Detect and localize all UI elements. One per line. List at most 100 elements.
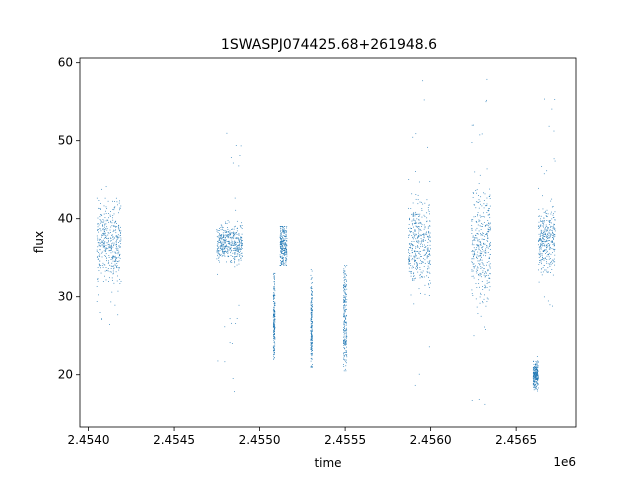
data-point	[233, 231, 235, 233]
data-point	[280, 256, 281, 258]
data-point	[97, 278, 99, 280]
data-point	[429, 240, 431, 242]
data-point	[216, 245, 218, 246]
data-point	[100, 242, 102, 243]
data-point	[310, 347, 312, 349]
data-point	[101, 256, 103, 258]
data-point	[231, 244, 232, 246]
data-point	[99, 228, 101, 230]
data-point	[417, 199, 419, 201]
data-point	[416, 257, 418, 259]
data-point	[343, 352, 345, 354]
data-point	[542, 256, 543, 258]
data-point	[285, 244, 287, 246]
data-point	[485, 252, 487, 254]
data-point	[274, 357, 275, 359]
data-point	[486, 205, 488, 206]
data-point	[286, 249, 287, 251]
data-point	[281, 240, 283, 242]
data-point	[478, 195, 479, 196]
data-point	[481, 216, 483, 217]
data-point	[230, 233, 231, 235]
data-point	[422, 261, 424, 263]
data-point	[427, 247, 429, 249]
data-point	[103, 229, 105, 231]
data-point	[475, 190, 477, 191]
data-point	[222, 250, 223, 252]
data-point	[235, 249, 237, 251]
data-point	[273, 321, 275, 323]
data-point	[417, 267, 418, 269]
data-point	[536, 382, 538, 384]
data-point	[112, 251, 114, 253]
data-point	[553, 249, 555, 251]
data-point	[533, 386, 534, 388]
data-point	[411, 278, 413, 280]
data-point	[542, 267, 544, 269]
data-point	[488, 210, 490, 212]
data-point	[238, 259, 240, 260]
data-point	[486, 262, 488, 263]
data-point	[486, 168, 488, 170]
data-point	[286, 255, 288, 257]
data-point	[485, 255, 486, 257]
data-point	[273, 310, 275, 312]
data-point	[236, 255, 238, 257]
data-point	[115, 235, 117, 237]
data-point	[224, 245, 226, 247]
data-point	[230, 260, 232, 261]
data-point	[273, 315, 274, 317]
data-point	[279, 241, 281, 243]
data-point	[427, 235, 429, 237]
data-point	[418, 242, 420, 244]
data-point	[227, 236, 229, 238]
data-point	[310, 269, 312, 270]
data-point	[238, 245, 240, 246]
data-point	[237, 247, 238, 249]
data-point	[311, 305, 312, 307]
data-point	[222, 234, 224, 236]
data-point	[285, 260, 287, 262]
data-point	[97, 256, 99, 257]
data-point	[344, 266, 346, 268]
data-point	[284, 242, 286, 244]
data-points	[96, 78, 556, 405]
data-point	[554, 160, 556, 162]
data-point	[488, 261, 490, 263]
plot-area	[79, 57, 577, 428]
data-point	[240, 236, 242, 238]
data-point	[101, 318, 102, 320]
data-point	[542, 250, 544, 252]
data-point	[544, 250, 546, 252]
data-point	[236, 246, 238, 248]
data-point	[238, 165, 240, 167]
data-point	[477, 201, 479, 203]
data-point	[101, 188, 102, 190]
data-point	[217, 232, 219, 233]
data-point	[119, 209, 120, 211]
data-point	[310, 336, 312, 338]
data-point	[416, 240, 418, 242]
data-point	[542, 237, 543, 239]
data-point	[536, 378, 538, 379]
data-point	[281, 250, 283, 252]
data-point	[117, 234, 119, 236]
data-point	[279, 242, 281, 244]
data-point	[410, 247, 412, 249]
data-point	[109, 324, 110, 325]
data-point	[418, 253, 420, 254]
data-point	[224, 242, 225, 244]
data-point	[230, 247, 232, 248]
data-point	[98, 242, 100, 243]
data-point	[533, 368, 535, 369]
data-point	[227, 253, 229, 254]
data-point	[484, 235, 486, 237]
data-point	[311, 321, 313, 322]
data-point	[112, 239, 114, 241]
data-point	[280, 251, 282, 253]
data-point	[311, 327, 313, 329]
data-point	[311, 313, 313, 315]
data-point	[538, 264, 540, 265]
data-point	[216, 230, 218, 232]
data-point	[279, 244, 281, 246]
